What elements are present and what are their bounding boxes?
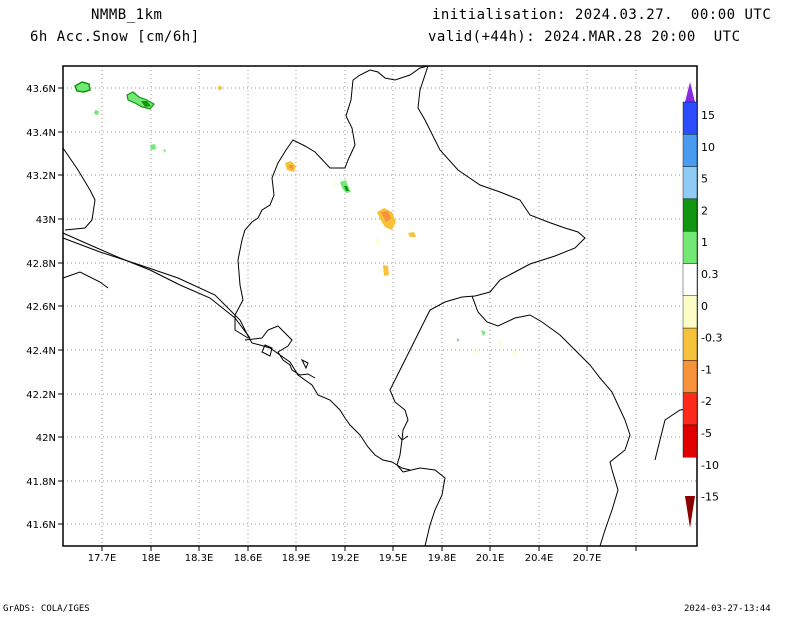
lat-label: 41.6N bbox=[26, 520, 56, 531]
snow-patches bbox=[74, 81, 518, 356]
lat-label: 43.4N bbox=[26, 128, 56, 139]
colorbar-label: -0.3 bbox=[701, 332, 722, 345]
valid-time: valid(+44h): 2024.MAR.28 20:00 UTC bbox=[428, 29, 741, 45]
lon-label: 18E bbox=[141, 553, 160, 564]
lon-label: 20.4E bbox=[525, 553, 554, 564]
grid-lines bbox=[63, 66, 697, 546]
field-name: 6h Acc.Snow [cm/6h] bbox=[30, 29, 200, 45]
colorbar-label: 1 bbox=[701, 236, 708, 249]
colorbar-segment bbox=[682, 327, 698, 361]
colorbar-segment bbox=[682, 263, 698, 296]
colorbar-segment bbox=[682, 101, 698, 135]
lon-label: 18.6E bbox=[234, 553, 263, 564]
lat-label: 43N bbox=[36, 215, 56, 226]
colorbar-segment bbox=[682, 198, 698, 232]
lon-label: 19.8E bbox=[428, 553, 457, 564]
lon-label: 19.5E bbox=[379, 553, 408, 564]
lon-label: 17.7E bbox=[88, 553, 117, 564]
colorbar-segment bbox=[682, 166, 698, 200]
colorbar: 15 10 5 2 1 0.3 0 -0.3 -1 -2 -5 -10 -15 bbox=[682, 82, 722, 528]
colorbar-segment bbox=[682, 392, 698, 426]
lon-label: 19.2E bbox=[331, 553, 360, 564]
colorbar-label: -15 bbox=[701, 491, 719, 504]
coastlines-borders bbox=[62, 65, 698, 547]
colorbar-arrow-top bbox=[685, 82, 695, 102]
colorbar-label: -2 bbox=[701, 395, 712, 408]
tick-marks bbox=[58, 87, 637, 551]
colorbar-segment bbox=[682, 424, 698, 458]
colorbar-label: 0.3 bbox=[701, 268, 719, 281]
colorbar-label: -1 bbox=[701, 363, 712, 376]
lon-label: 20.1E bbox=[476, 553, 505, 564]
lat-label: 42N bbox=[36, 433, 56, 444]
lon-label: 20.7E bbox=[573, 553, 602, 564]
colorbar-segment bbox=[682, 295, 698, 329]
colorbar-segment bbox=[682, 360, 698, 393]
colorbar-label: -5 bbox=[701, 427, 712, 440]
colorbar-label: 5 bbox=[701, 173, 708, 186]
footer-timestamp: 2024-03-27-13:44 bbox=[684, 604, 771, 614]
lat-label: 42.8N bbox=[26, 259, 56, 270]
colorbar-label: 0 bbox=[701, 300, 708, 313]
lat-label: 43.2N bbox=[26, 171, 56, 182]
lat-label: 42.2N bbox=[26, 390, 56, 401]
lon-label: 18.3E bbox=[185, 553, 214, 564]
lat-label: 41.8N bbox=[26, 477, 56, 488]
colorbar-label: 10 bbox=[701, 141, 715, 154]
colorbar-arrow-bottom bbox=[685, 496, 695, 528]
lat-label: 42.4N bbox=[26, 346, 56, 357]
model-name: NMMB_1km bbox=[91, 7, 163, 23]
colorbar-label: 15 bbox=[701, 109, 715, 122]
colorbar-label: -10 bbox=[701, 459, 719, 472]
init-time: initialisation: 2024.03.27. 00:00 UTC bbox=[432, 7, 772, 23]
lat-label: 42.6N bbox=[26, 302, 56, 313]
lat-label: 43.6N bbox=[26, 84, 56, 95]
colorbar-label: 2 bbox=[701, 204, 708, 217]
colorbar-segment bbox=[682, 230, 698, 264]
footer-source: GrADS: COLA/IGES bbox=[3, 604, 90, 614]
colorbar-segment bbox=[682, 134, 698, 167]
lon-label: 18.9E bbox=[282, 553, 311, 564]
